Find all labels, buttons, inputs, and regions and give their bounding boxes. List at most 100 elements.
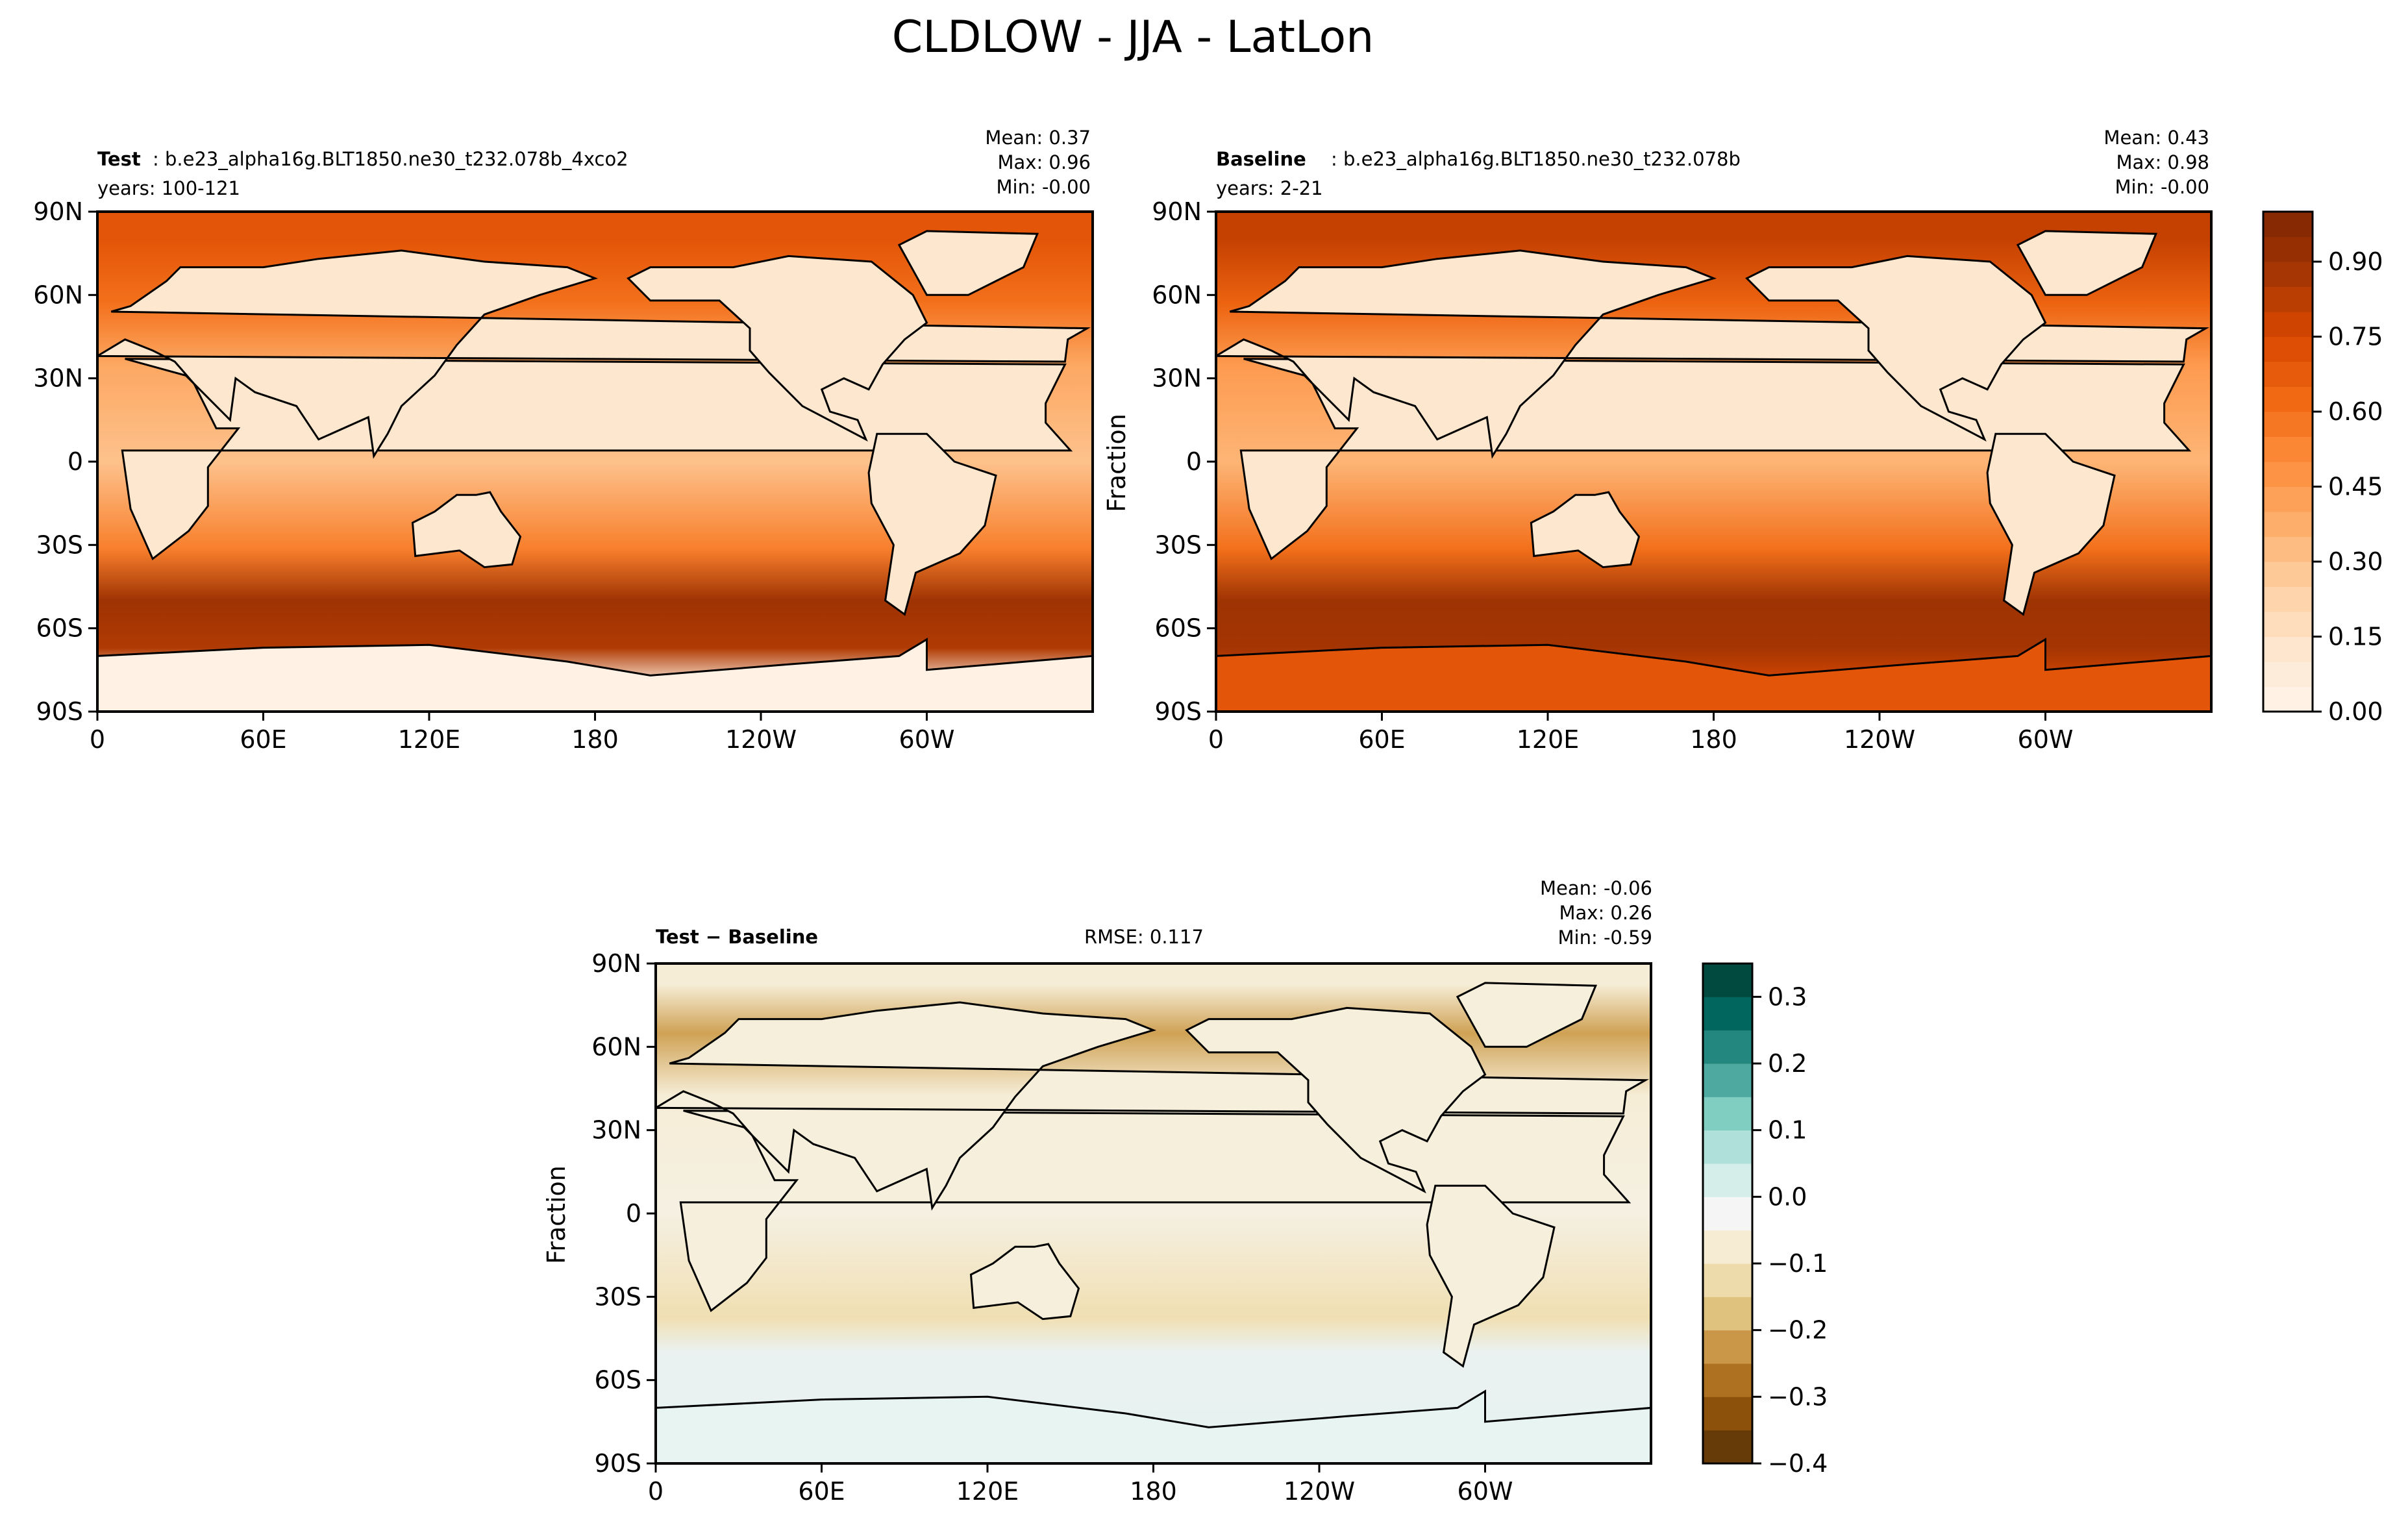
baseline-colorbar-band <box>2263 286 2313 312</box>
test-ytick-label: 60N <box>33 280 83 309</box>
test-xtick-label: 0 <box>90 725 105 754</box>
baseline-colorbar-band <box>2263 462 2313 487</box>
difference-colorbar-tick-label: −0.3 <box>1768 1382 1828 1411</box>
baseline-map: 0 60E 120E 180 120W 60W 90N 60N 30N 0 30S 60S 90S <box>1152 197 2213 754</box>
difference-ytick-label: 90S <box>595 1449 641 1478</box>
difference-colorbar-tick-label: 0.3 <box>1768 982 1807 1011</box>
baseline-case-name: : b.e23_alpha16g.BLT1850.ne30_t232.078b <box>1331 148 1741 170</box>
difference-colorbar-tick-label: 0.0 <box>1768 1182 1807 1211</box>
difference-colorbar-band <box>1703 997 1752 1031</box>
baseline-colorbar-band <box>2263 212 2313 237</box>
difference-ytick-label: 60N <box>591 1032 641 1061</box>
baseline-colorbar-band <box>2263 536 2313 562</box>
baseline-stat-mean: Mean: 0.43 <box>2104 127 2209 149</box>
test-ytick-label: 30N <box>33 364 83 393</box>
baseline-colorbar-tick-label: 0.60 <box>2328 397 2383 426</box>
test-coastline-australia <box>411 491 522 569</box>
baseline-colorbar-band <box>2263 262 2313 287</box>
test-label: Test <box>97 148 141 170</box>
difference-colorbar-band <box>1703 1363 1752 1397</box>
difference-colorbar-band <box>1703 1397 1752 1431</box>
difference-colorbar-band <box>1703 1130 1752 1164</box>
baseline-ytick-label: 90S <box>1155 697 1202 726</box>
difference-xtick-label: 0 <box>648 1477 664 1506</box>
difference-colorbar-band <box>1703 1230 1752 1264</box>
difference-colorbar-band <box>1703 1097 1752 1131</box>
baseline-colorbar: 0.00 0.15 0.30 0.45 0.60 0.75 0.90 <box>2262 210 2383 726</box>
test-panel: Test : b.e23_alpha16g.BLT1850.ne30_t232.… <box>97 127 1091 199</box>
baseline-coastline-eurasia <box>1216 249 2209 459</box>
test-coastline-samerica <box>867 432 997 616</box>
difference-panel: Test − Baseline RMSE: 0.117 Mean: -0.06 … <box>542 877 1652 1264</box>
baseline-stat-max: Max: 0.98 <box>2116 151 2209 173</box>
difference-colorbar-band <box>1703 1163 1752 1197</box>
baseline-stat-min: Min: -0.00 <box>2115 176 2209 198</box>
test-coastline-antarctica <box>97 638 1093 712</box>
difference-colorbar-tick-label: −0.4 <box>1768 1449 1828 1478</box>
difference-coastline-samerica <box>1426 1184 1556 1368</box>
difference-colorbar-band <box>1703 1330 1752 1364</box>
baseline-colorbar-band <box>2263 512 2313 537</box>
baseline-coastline-namerica <box>1745 255 2047 442</box>
baseline-ytick-label: 60N <box>1152 280 1202 309</box>
difference-colorbar-tick-label: −0.2 <box>1768 1316 1828 1345</box>
baseline-colorbar-band <box>2263 486 2313 512</box>
baseline-coastline-samerica <box>1986 432 2116 616</box>
baseline-xtick-label: 180 <box>1690 725 1737 754</box>
baseline-panel: Baseline : b.e23_alpha16g.BLT1850.ne30_t… <box>1102 127 2209 512</box>
difference-stat-min: Min: -0.59 <box>1558 926 1652 949</box>
baseline-label: Baseline <box>1216 148 1306 170</box>
test-xtick-label: 60W <box>899 725 955 754</box>
baseline-xtick-label: 0 <box>1208 725 1224 754</box>
test-coastline-namerica <box>627 255 928 442</box>
difference-xtick-label: 60E <box>798 1477 845 1506</box>
test-coastline-eurasia <box>97 249 1091 459</box>
difference-ytick-label: 90N <box>591 949 641 978</box>
test-ytick-label: 30S <box>36 530 83 559</box>
figure-title: CLDLOW - JJA - LatLon <box>892 12 1374 63</box>
test-map: 0 60E 120E 180 120W 60W 90N 60N 30N 0 30S 60S 90S <box>33 197 1094 754</box>
test-xtick-label: 180 <box>571 725 619 754</box>
test-xtick-label: 120E <box>398 725 461 754</box>
baseline-ytick-label: 30S <box>1155 530 1202 559</box>
difference-ytick-label: 0 <box>626 1199 641 1228</box>
difference-colorbar-tick-label: −0.1 <box>1768 1249 1828 1278</box>
difference-xtick-label: 180 <box>1130 1477 1177 1506</box>
test-ytick-label: 0 <box>68 447 83 476</box>
difference-coastline-eurasia <box>656 1001 1649 1211</box>
difference-colorbar-band <box>1703 1263 1752 1297</box>
baseline-colorbar-tick-label: 0.15 <box>2328 623 2383 651</box>
baseline-coastline-antarctica <box>1216 638 2211 712</box>
baseline-colorbar-band <box>2263 636 2313 662</box>
baseline-coastline-greenland <box>2016 230 2158 296</box>
difference-colorbar-band <box>1703 1430 1752 1464</box>
baseline-xtick-label: 120E <box>1517 725 1580 754</box>
baseline-colorbar-frame <box>2262 210 2314 713</box>
test-coastline-greenland <box>897 230 1039 296</box>
test-xtick-label: 60E <box>240 725 286 754</box>
difference-colorbar-band <box>1703 963 1752 997</box>
difference-coastline-namerica <box>1185 1006 1487 1194</box>
difference-stat-max: Max: 0.26 <box>1559 902 1652 924</box>
test-ytick-label: 60S <box>36 614 83 643</box>
test-years: years: 100-121 <box>97 177 240 199</box>
difference-colorbar-tick-label: 0.1 <box>1768 1116 1807 1145</box>
baseline-ylabel: Fraction <box>1102 414 1131 512</box>
baseline-xtick-label: 60E <box>1358 725 1405 754</box>
difference-ylabel: Fraction <box>542 1165 571 1264</box>
test-case-name: : b.e23_alpha16g.BLT1850.ne30_t232.078b_… <box>153 148 628 170</box>
baseline-colorbar-band <box>2263 312 2313 337</box>
baseline-colorbar-tick-label: 0.30 <box>2328 547 2383 576</box>
baseline-ytick-label: 90N <box>1152 197 1202 226</box>
baseline-colorbar-band <box>2263 386 2313 412</box>
baseline-colorbar-tick-label: 0.00 <box>2328 697 2383 726</box>
difference-colorbar-tick-label: 0.2 <box>1768 1049 1807 1078</box>
baseline-ytick-label: 30N <box>1152 364 1202 393</box>
baseline-ytick-label: 0 <box>1186 447 1202 476</box>
test-ytick-label: 90N <box>33 197 83 226</box>
baseline-colorbar-band <box>2263 236 2313 262</box>
difference-colorbar-frame <box>1702 962 1754 1465</box>
test-stat-mean: Mean: 0.37 <box>985 127 1091 149</box>
difference-coastline-greenland <box>1456 982 1598 1048</box>
